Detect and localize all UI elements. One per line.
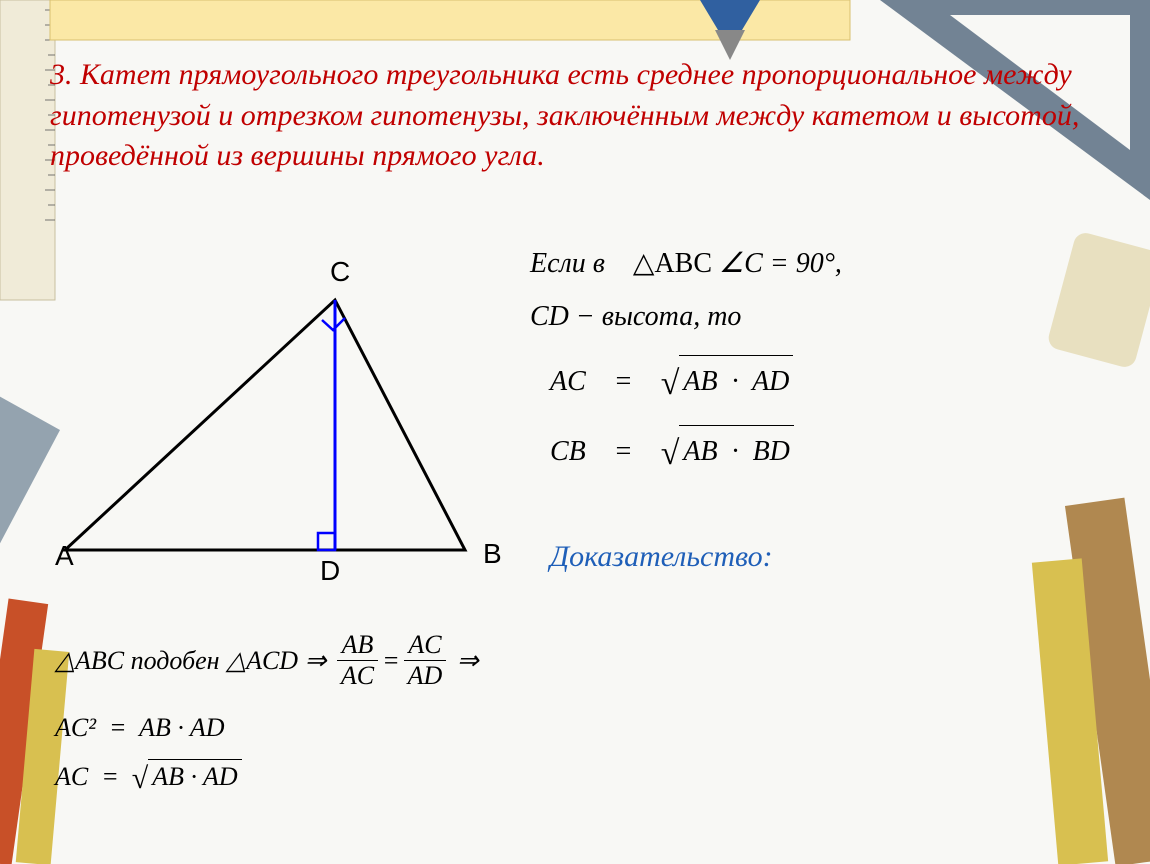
given-intro: Если в — [530, 248, 605, 279]
altitude-cd-label: CD − — [530, 301, 595, 332]
cb-sqrt: AB · BD — [679, 425, 794, 476]
fraction-2: AC AD — [404, 630, 447, 691]
proof-body: △ABC подобен △ACD ⇒ AB AC = AC AD ⇒ AC² … — [55, 630, 479, 812]
triangle-abc — [65, 300, 465, 550]
altitude-text: высота, то — [602, 301, 742, 332]
proof-heading: Доказательство: — [550, 540, 773, 574]
step3-sqrt: AB · AD — [148, 759, 241, 792]
slide-content: 3. Катет прямоугольного треугольника ест… — [0, 0, 1150, 252]
theorem-number: 3. — [50, 58, 73, 91]
ac-sqrt: AB · AD — [679, 355, 793, 406]
given-conditions: Если в △ABC ∠C = 90°, CD − высота, то AC… — [530, 240, 842, 495]
fraction-1: AB AC — [337, 630, 378, 691]
theorem-body: Катет прямоугольного треугольника есть с… — [50, 58, 1079, 172]
vertex-d: D — [320, 555, 340, 587]
formula-ac: AC = √ AB · AD — [550, 355, 842, 413]
vertex-a: A — [55, 540, 74, 572]
given-triangle: △ABC — [633, 248, 712, 279]
ac-lhs: AC — [550, 366, 586, 397]
vertex-c: C — [330, 256, 350, 288]
cb-eq: = — [614, 436, 633, 467]
proof-similarity: △ABC подобен △ACD — [55, 646, 298, 676]
cb-lhs: CB — [550, 436, 586, 467]
right-angle-d — [318, 533, 335, 550]
frac-eq: = — [382, 646, 400, 676]
proof-similarity-line: △ABC подобен △ACD ⇒ AB AC = AC AD ⇒ — [55, 630, 479, 691]
triangle-diagram: A B C D — [45, 260, 515, 590]
proof-step-2: AC² = AB · AD — [55, 713, 479, 743]
given-line-2: CD − высота, то — [530, 293, 842, 341]
formula-cb: CB = √ AB · BD — [550, 425, 842, 483]
vertex-b: B — [483, 538, 502, 570]
implies-2: ⇒ — [457, 646, 479, 676]
implies-1: ⇒ — [305, 646, 327, 676]
proof-step-3: AC = √ AB · AD — [55, 759, 479, 796]
ac-eq: = — [614, 366, 633, 397]
theorem-statement: 3. Катет прямоугольного треугольника ест… — [50, 55, 1100, 177]
diagram-svg — [45, 260, 515, 590]
given-angle: ∠C = 90°, — [719, 248, 842, 279]
